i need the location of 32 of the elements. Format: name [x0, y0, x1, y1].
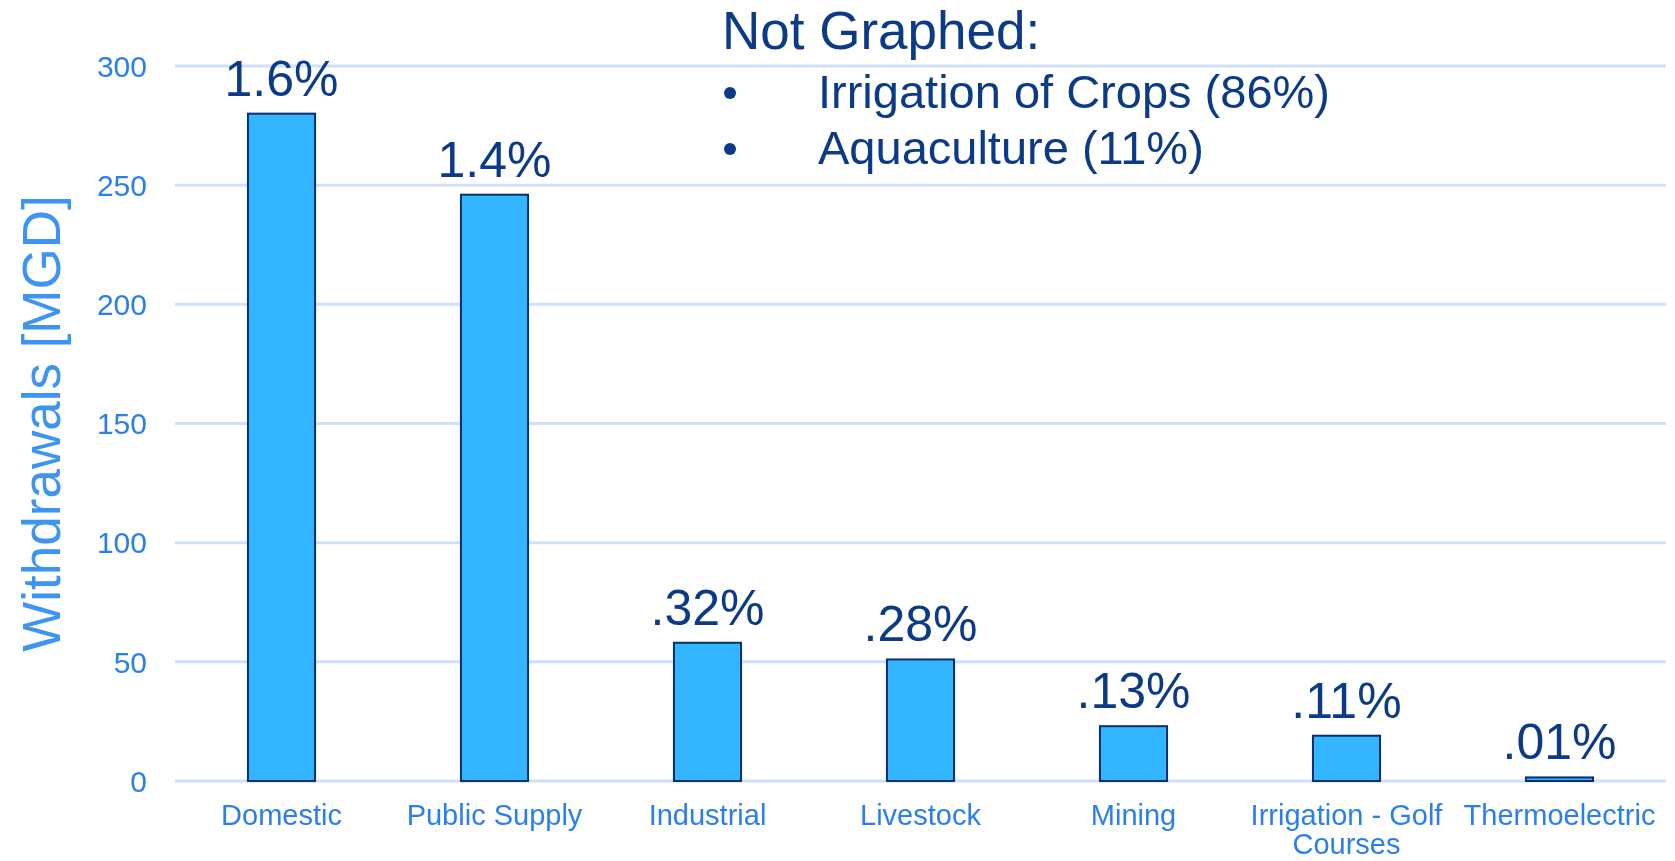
- annotation: .13%: [1076, 663, 1191, 720]
- x-tick-label: Mining: [1090, 799, 1177, 831]
- y-axis-title: Withdrawals [MGD]: [12, 195, 72, 652]
- bar: [1098, 725, 1169, 782]
- x-tick-label: Thermoelectric: [1463, 799, 1656, 831]
- annotation: .11%: [1291, 672, 1402, 729]
- annotation: Irrigation of Crops (86%): [818, 65, 1330, 118]
- bar: [1311, 734, 1382, 782]
- bar: [459, 193, 530, 782]
- annotation: 1.4%: [437, 131, 552, 188]
- x-tick-label: Industrial: [648, 799, 767, 831]
- text: Not Graphed:: [722, 1, 1041, 60]
- y-tick-label: 150: [96, 407, 147, 441]
- bar: [246, 112, 317, 782]
- bar: [672, 641, 743, 782]
- annotation: Aquaculture (11%): [818, 121, 1204, 174]
- x-tick-label: Livestock: [860, 799, 982, 831]
- x-tick-label: Public Supply: [406, 799, 583, 831]
- annotation: .32%: [650, 579, 765, 636]
- y-tick-label: 200: [96, 288, 147, 322]
- annotation: .28%: [863, 596, 978, 653]
- y-tick-label: 250: [96, 168, 147, 202]
- annotation: 1.6%: [224, 50, 339, 107]
- x-tick-label: Domestic: [221, 799, 342, 831]
- y-tick-label: 0: [130, 764, 147, 798]
- bar: [885, 658, 956, 782]
- bar: [1524, 776, 1595, 782]
- y-tick-label: 300: [96, 49, 147, 83]
- y-tick-label: 50: [113, 645, 147, 679]
- y-tick-label: 100: [96, 526, 147, 560]
- x-tick-label: Irrigation - Golf Courses: [1250, 799, 1444, 860]
- annotation: .01%: [1502, 714, 1617, 771]
